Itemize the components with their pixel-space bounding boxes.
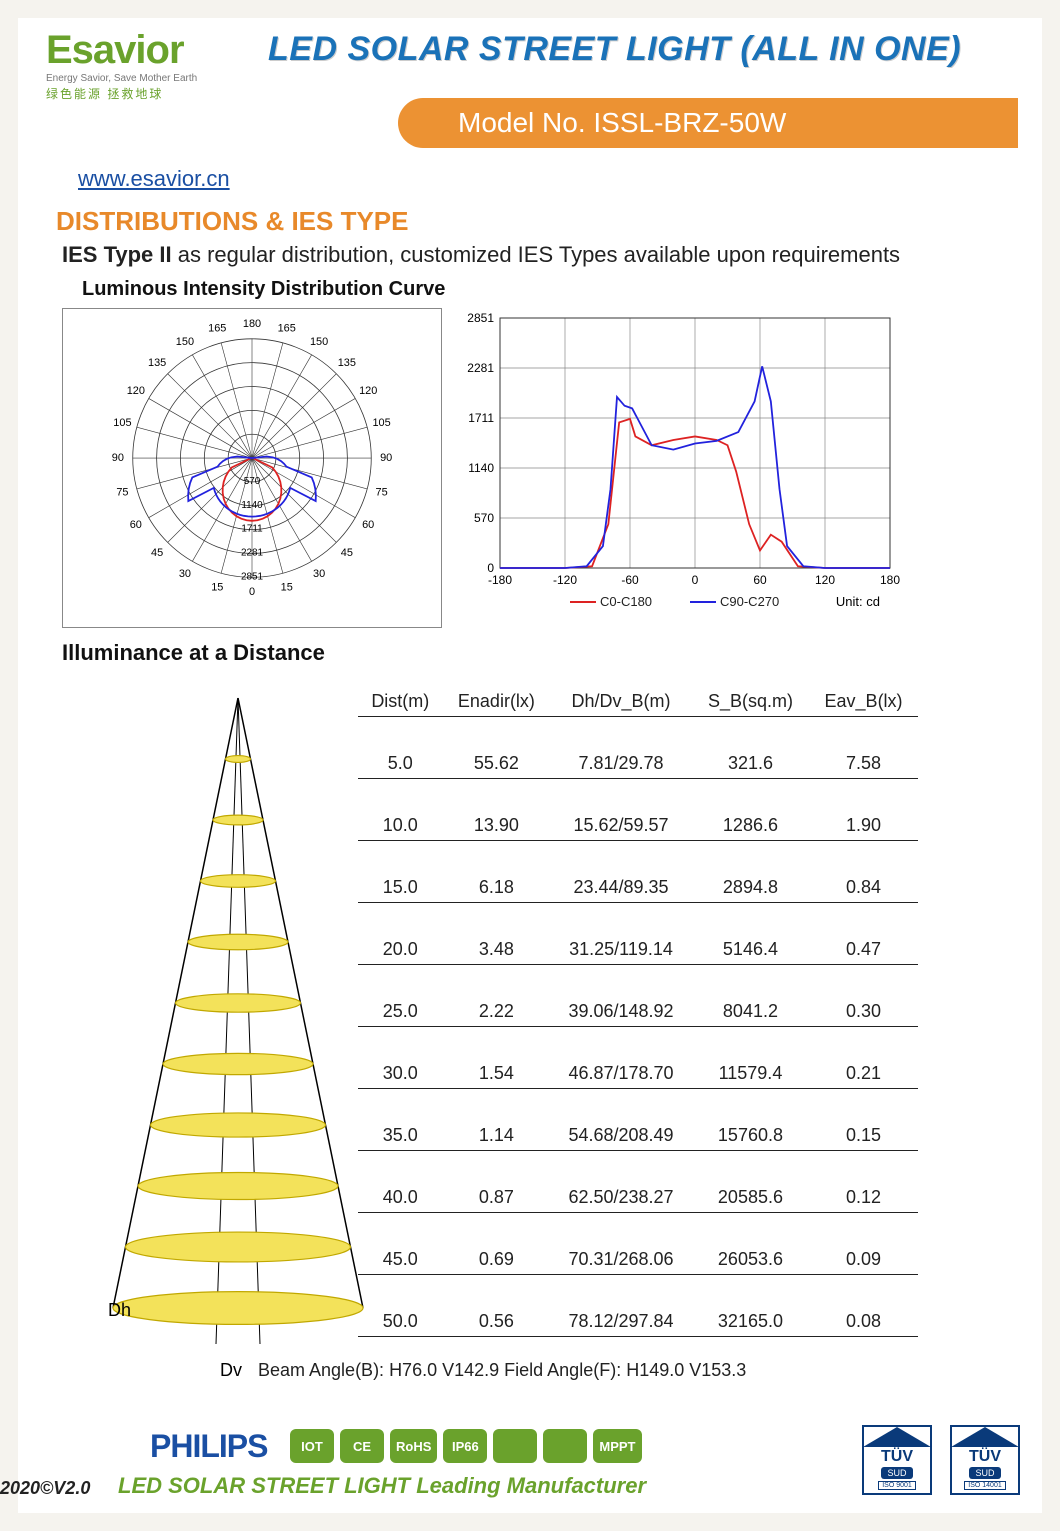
svg-text:0: 0 [249, 586, 255, 598]
svg-text:1711: 1711 [468, 411, 494, 425]
tuv-badge-2: TÜV SUD ISO 14001 [950, 1425, 1020, 1495]
table-row: 35.01.1454.68/208.4915760.80.15 [358, 1088, 918, 1150]
svg-text:30: 30 [313, 568, 325, 580]
svg-text:105: 105 [113, 417, 131, 429]
table-row: 20.03.4831.25/119.145146.40.47 [358, 902, 918, 964]
website-link[interactable]: www.esavior.cn [78, 166, 230, 192]
illuminance-heading: Illuminance at a Distance [62, 640, 325, 666]
svg-text:15: 15 [211, 582, 223, 594]
curve-title: Luminous Intensity Distribution Curve [82, 278, 445, 301]
svg-text:150: 150 [176, 336, 194, 348]
svg-text:1711: 1711 [241, 524, 263, 535]
dh-label: Dh [108, 1300, 131, 1321]
svg-text:1140: 1140 [468, 461, 494, 475]
illuminance-table: Dist(m)Enadir(lx)Dh/Dv_B(m)S_B(sq.m)Eav_… [358, 688, 918, 1337]
svg-text:90: 90 [112, 452, 124, 464]
svg-text:135: 135 [148, 357, 166, 369]
section-heading: DISTRIBUTIONS & IES TYPE [56, 206, 409, 237]
svg-text:1140: 1140 [241, 500, 263, 511]
svg-text:2851: 2851 [467, 311, 494, 325]
cartesian-chart: -180 -120 -60 0 60 120 180 0 570 1140 1711 2281 2851… [450, 308, 910, 628]
ies-type-rest: as regular distribution, customized IES … [172, 242, 900, 267]
cert-badge: IP66 [443, 1429, 487, 1463]
svg-text:150: 150 [310, 336, 328, 348]
table-row: 25.02.2239.06/148.928041.20.30 [358, 964, 918, 1026]
svg-text:15: 15 [281, 582, 293, 594]
table-row: 50.00.5678.12/297.8432165.00.08 [358, 1274, 918, 1336]
svg-text:75: 75 [116, 487, 128, 499]
table-col-header: Eav_B(lx) [809, 688, 918, 716]
logo-sub: Energy Savior, Save Mother Earth [46, 73, 246, 85]
cert-badge [543, 1429, 587, 1463]
philips-logo: PHILIPS [150, 1428, 267, 1465]
model-banner: Model No. ISSL-BRZ-50W [398, 98, 1018, 148]
svg-text:120: 120 [359, 385, 377, 397]
svg-text:60: 60 [362, 519, 374, 531]
table-row: 5.055.627.81/29.78321.67.58 [358, 716, 918, 778]
table-col-header: S_B(sq.m) [692, 688, 809, 716]
tuv-badge-1: TÜV SUD ISO 9001 [862, 1425, 932, 1495]
svg-text:30: 30 [179, 568, 191, 580]
cert-badges: IOTCERoHSIP66 MPPT [290, 1429, 642, 1463]
svg-text:165: 165 [278, 322, 296, 334]
svg-text:180: 180 [880, 573, 900, 587]
svg-text:-120: -120 [553, 573, 577, 587]
svg-text:570: 570 [474, 511, 494, 525]
table-row: 15.06.1823.44/89.352894.80.84 [358, 840, 918, 902]
svg-text:45: 45 [341, 547, 353, 559]
svg-text:-60: -60 [621, 573, 639, 587]
svg-text:Unit: cd: Unit: cd [836, 594, 880, 609]
cert-badge: IOT [290, 1429, 334, 1463]
polar-chart: 0 15 15 30 30 45 45 60 60 75 75 90 90 105 105 120 120 135… [62, 308, 442, 628]
svg-text:105: 105 [372, 417, 390, 429]
cert-badge: CE [340, 1429, 384, 1463]
logo-cn: 绿色能源 拯救地球 [46, 85, 246, 102]
svg-text:60: 60 [130, 519, 142, 531]
illuminance-cone [108, 688, 368, 1348]
table-row: 40.00.8762.50/238.2720585.60.12 [358, 1150, 918, 1212]
svg-text:135: 135 [338, 357, 356, 369]
svg-text:2851: 2851 [241, 571, 264, 582]
svg-text:90: 90 [380, 452, 392, 464]
svg-text:0: 0 [692, 573, 699, 587]
footer: 2020©V2.0 PHILIPS IOTCERoHSIP66MPPT LED … [18, 1423, 1042, 1513]
svg-text:0: 0 [487, 561, 494, 575]
svg-text:45: 45 [151, 547, 163, 559]
svg-text:570: 570 [244, 476, 261, 487]
svg-text:-180: -180 [488, 573, 512, 587]
svg-text:120: 120 [815, 573, 835, 587]
table-row: 10.013.9015.62/59.571286.61.90 [358, 778, 918, 840]
table-row: 45.00.6970.31/268.0626053.60.09 [358, 1212, 918, 1274]
footer-tagline: LED SOLAR STREET LIGHT Leading Manufactu… [118, 1473, 646, 1499]
dv-label: Dv [220, 1360, 242, 1381]
cert-badge: RoHS [390, 1429, 437, 1463]
section-description: IES Type II as regular distribution, cus… [62, 242, 900, 268]
svg-text:75: 75 [376, 487, 388, 499]
table-col-header: Dist(m) [358, 688, 443, 716]
cert-badge [493, 1429, 537, 1463]
table-col-header: Enadir(lx) [443, 688, 551, 716]
logo: Esavior Energy Savior, Save Mother Earth… [46, 28, 246, 102]
page-title: LED SOLAR STREET LIGHT (ALL IN ONE) [268, 30, 961, 69]
svg-text:120: 120 [127, 385, 145, 397]
svg-text:2281: 2281 [467, 361, 494, 375]
version: 2020©V2.0 [0, 1478, 90, 1499]
svg-text:60: 60 [753, 573, 767, 587]
cert-badge: MPPT [593, 1429, 641, 1463]
svg-text:C90-C270: C90-C270 [720, 594, 779, 609]
table-col-header: Dh/Dv_B(m) [550, 688, 692, 716]
beam-angle-text: Beam Angle(B): H76.0 V142.9 Field Angle(… [258, 1360, 746, 1381]
svg-text:C0-C180: C0-C180 [600, 594, 652, 609]
svg-text:2281: 2281 [241, 547, 264, 558]
svg-text:180: 180 [243, 318, 261, 330]
svg-text:165: 165 [208, 322, 226, 334]
table-row: 30.01.5446.87/178.7011579.40.21 [358, 1026, 918, 1088]
logo-main: Esavior [46, 28, 246, 73]
ies-type-bold: IES Type II [62, 242, 172, 267]
